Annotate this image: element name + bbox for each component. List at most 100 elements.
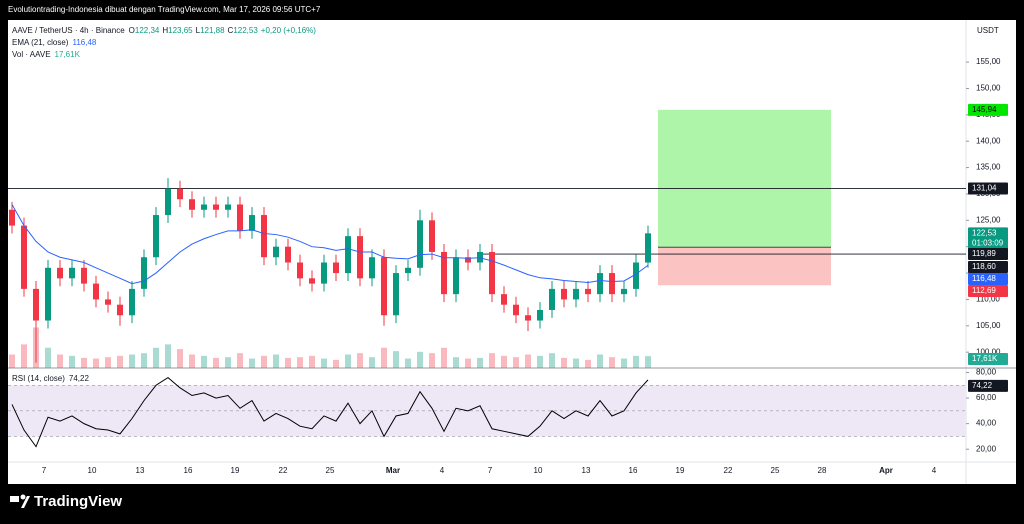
y-tick-label: 105,00 — [976, 321, 1001, 330]
stop-zone — [658, 247, 831, 286]
volume-bar — [597, 354, 603, 368]
x-tick-label: 7 — [488, 466, 493, 475]
volume-bar — [465, 358, 471, 368]
rsi-band — [8, 385, 966, 437]
volume-bar — [69, 355, 75, 368]
candle-body — [417, 220, 423, 268]
logo-mark — [10, 496, 19, 502]
candle-body — [117, 304, 123, 316]
volume-bar — [117, 355, 123, 368]
x-tick-label: 13 — [582, 466, 591, 475]
volume-bar — [129, 354, 135, 368]
volume-tag: 17,61K — [972, 354, 998, 363]
volume-bar — [537, 355, 543, 368]
ema-line — [11, 204, 649, 285]
volume-bar — [105, 357, 111, 368]
rsi-value: 74,22 — [69, 374, 90, 383]
logo-mark — [21, 496, 30, 508]
y-tick-label: 100,00 — [976, 347, 1001, 356]
volume-bar — [189, 354, 195, 368]
volume-bar — [225, 357, 231, 368]
candle-body — [381, 257, 387, 316]
volume-bar — [57, 354, 63, 368]
ohlc-key: H — [162, 26, 168, 35]
volume-bar — [45, 347, 51, 368]
volume-bar — [441, 347, 447, 368]
volume-bar — [549, 353, 555, 368]
ohlc-key: O — [129, 26, 135, 35]
volume-bar — [585, 359, 591, 368]
candle-body — [285, 246, 291, 263]
x-tick-label: 4 — [932, 466, 937, 475]
volume-tag-bg — [968, 353, 1008, 365]
candle-body — [501, 294, 507, 305]
rsi-line — [11, 376, 649, 448]
candle-body — [225, 204, 231, 210]
candle-body — [513, 304, 519, 316]
volume-bar — [525, 354, 531, 368]
volume-bar — [489, 353, 495, 368]
x-tick-label: 28 — [818, 466, 827, 475]
candle-body — [525, 315, 531, 321]
candle-body — [321, 262, 327, 284]
volume-bar — [633, 355, 639, 368]
y-tick-label: 135,00 — [976, 163, 1001, 172]
rsi-tick-label: 40,00 — [976, 419, 997, 428]
ema-name: EMA (21, close) — [12, 38, 69, 47]
volume-bar — [237, 353, 243, 368]
countdown: 01:03:09 — [972, 238, 1004, 247]
last-price-bg — [968, 227, 1008, 250]
volume-bar — [273, 354, 279, 368]
ohlc-key: L — [196, 26, 201, 35]
candle-body — [33, 288, 39, 321]
volume-bar — [81, 357, 87, 368]
target-zone — [658, 109, 831, 248]
volume-bar — [141, 353, 147, 368]
ema-value: 116,48 — [72, 38, 96, 47]
candle-body — [297, 262, 303, 279]
last-price: 122,53 — [972, 228, 997, 237]
candle-body — [369, 257, 375, 279]
ohlc-value: 123,65 — [168, 26, 193, 35]
rsi-name: RSI (14, close) — [12, 374, 65, 383]
candle-body — [165, 188, 171, 216]
candle-body — [45, 267, 51, 321]
candle-body — [345, 236, 351, 274]
volume-bar — [21, 344, 27, 368]
volume-bar — [513, 357, 519, 368]
candle-body — [69, 267, 75, 279]
x-tick-label: 19 — [231, 466, 240, 475]
ohlc: O122,34 H123,65 L121,88 C122,53 — [129, 26, 259, 35]
volume-bar — [501, 355, 507, 368]
ohlc-value: 121,88 — [200, 26, 225, 35]
candle-body — [453, 257, 459, 295]
rsi-legend: RSI (14, close) 74,22 — [12, 374, 89, 383]
candle-body — [189, 199, 195, 210]
x-tick-label: 13 — [136, 466, 145, 475]
candle-body — [609, 273, 615, 295]
y-tick-label: 155,00 — [976, 57, 1001, 66]
ohlc-key: C — [228, 26, 234, 35]
volume-bar — [9, 354, 15, 368]
volume-bar — [321, 358, 327, 368]
volume-bar — [357, 353, 363, 368]
entry-tag: 119,89 — [972, 249, 996, 258]
x-tick-label: 22 — [279, 466, 288, 475]
volume-bar — [561, 357, 567, 368]
volume-bar — [201, 355, 207, 368]
candle-body — [405, 267, 411, 274]
volume-bar — [621, 358, 627, 368]
volume-bar — [177, 349, 183, 368]
change: +0,20 (+0,16%) — [261, 26, 316, 35]
attribution: Evolutiontrading-Indonesia dibuat dengan… — [8, 5, 321, 14]
volume-bar — [645, 356, 651, 368]
level-tag: 118,60 — [972, 262, 996, 271]
volume-bar — [477, 357, 483, 368]
y-tick-label: 150,00 — [976, 84, 1001, 93]
x-tick-label: 25 — [771, 466, 780, 475]
candle-body — [537, 309, 543, 321]
target-tag-bg — [968, 103, 1008, 116]
ohlc-value: 122,34 — [135, 26, 160, 35]
candle-body — [81, 267, 87, 284]
